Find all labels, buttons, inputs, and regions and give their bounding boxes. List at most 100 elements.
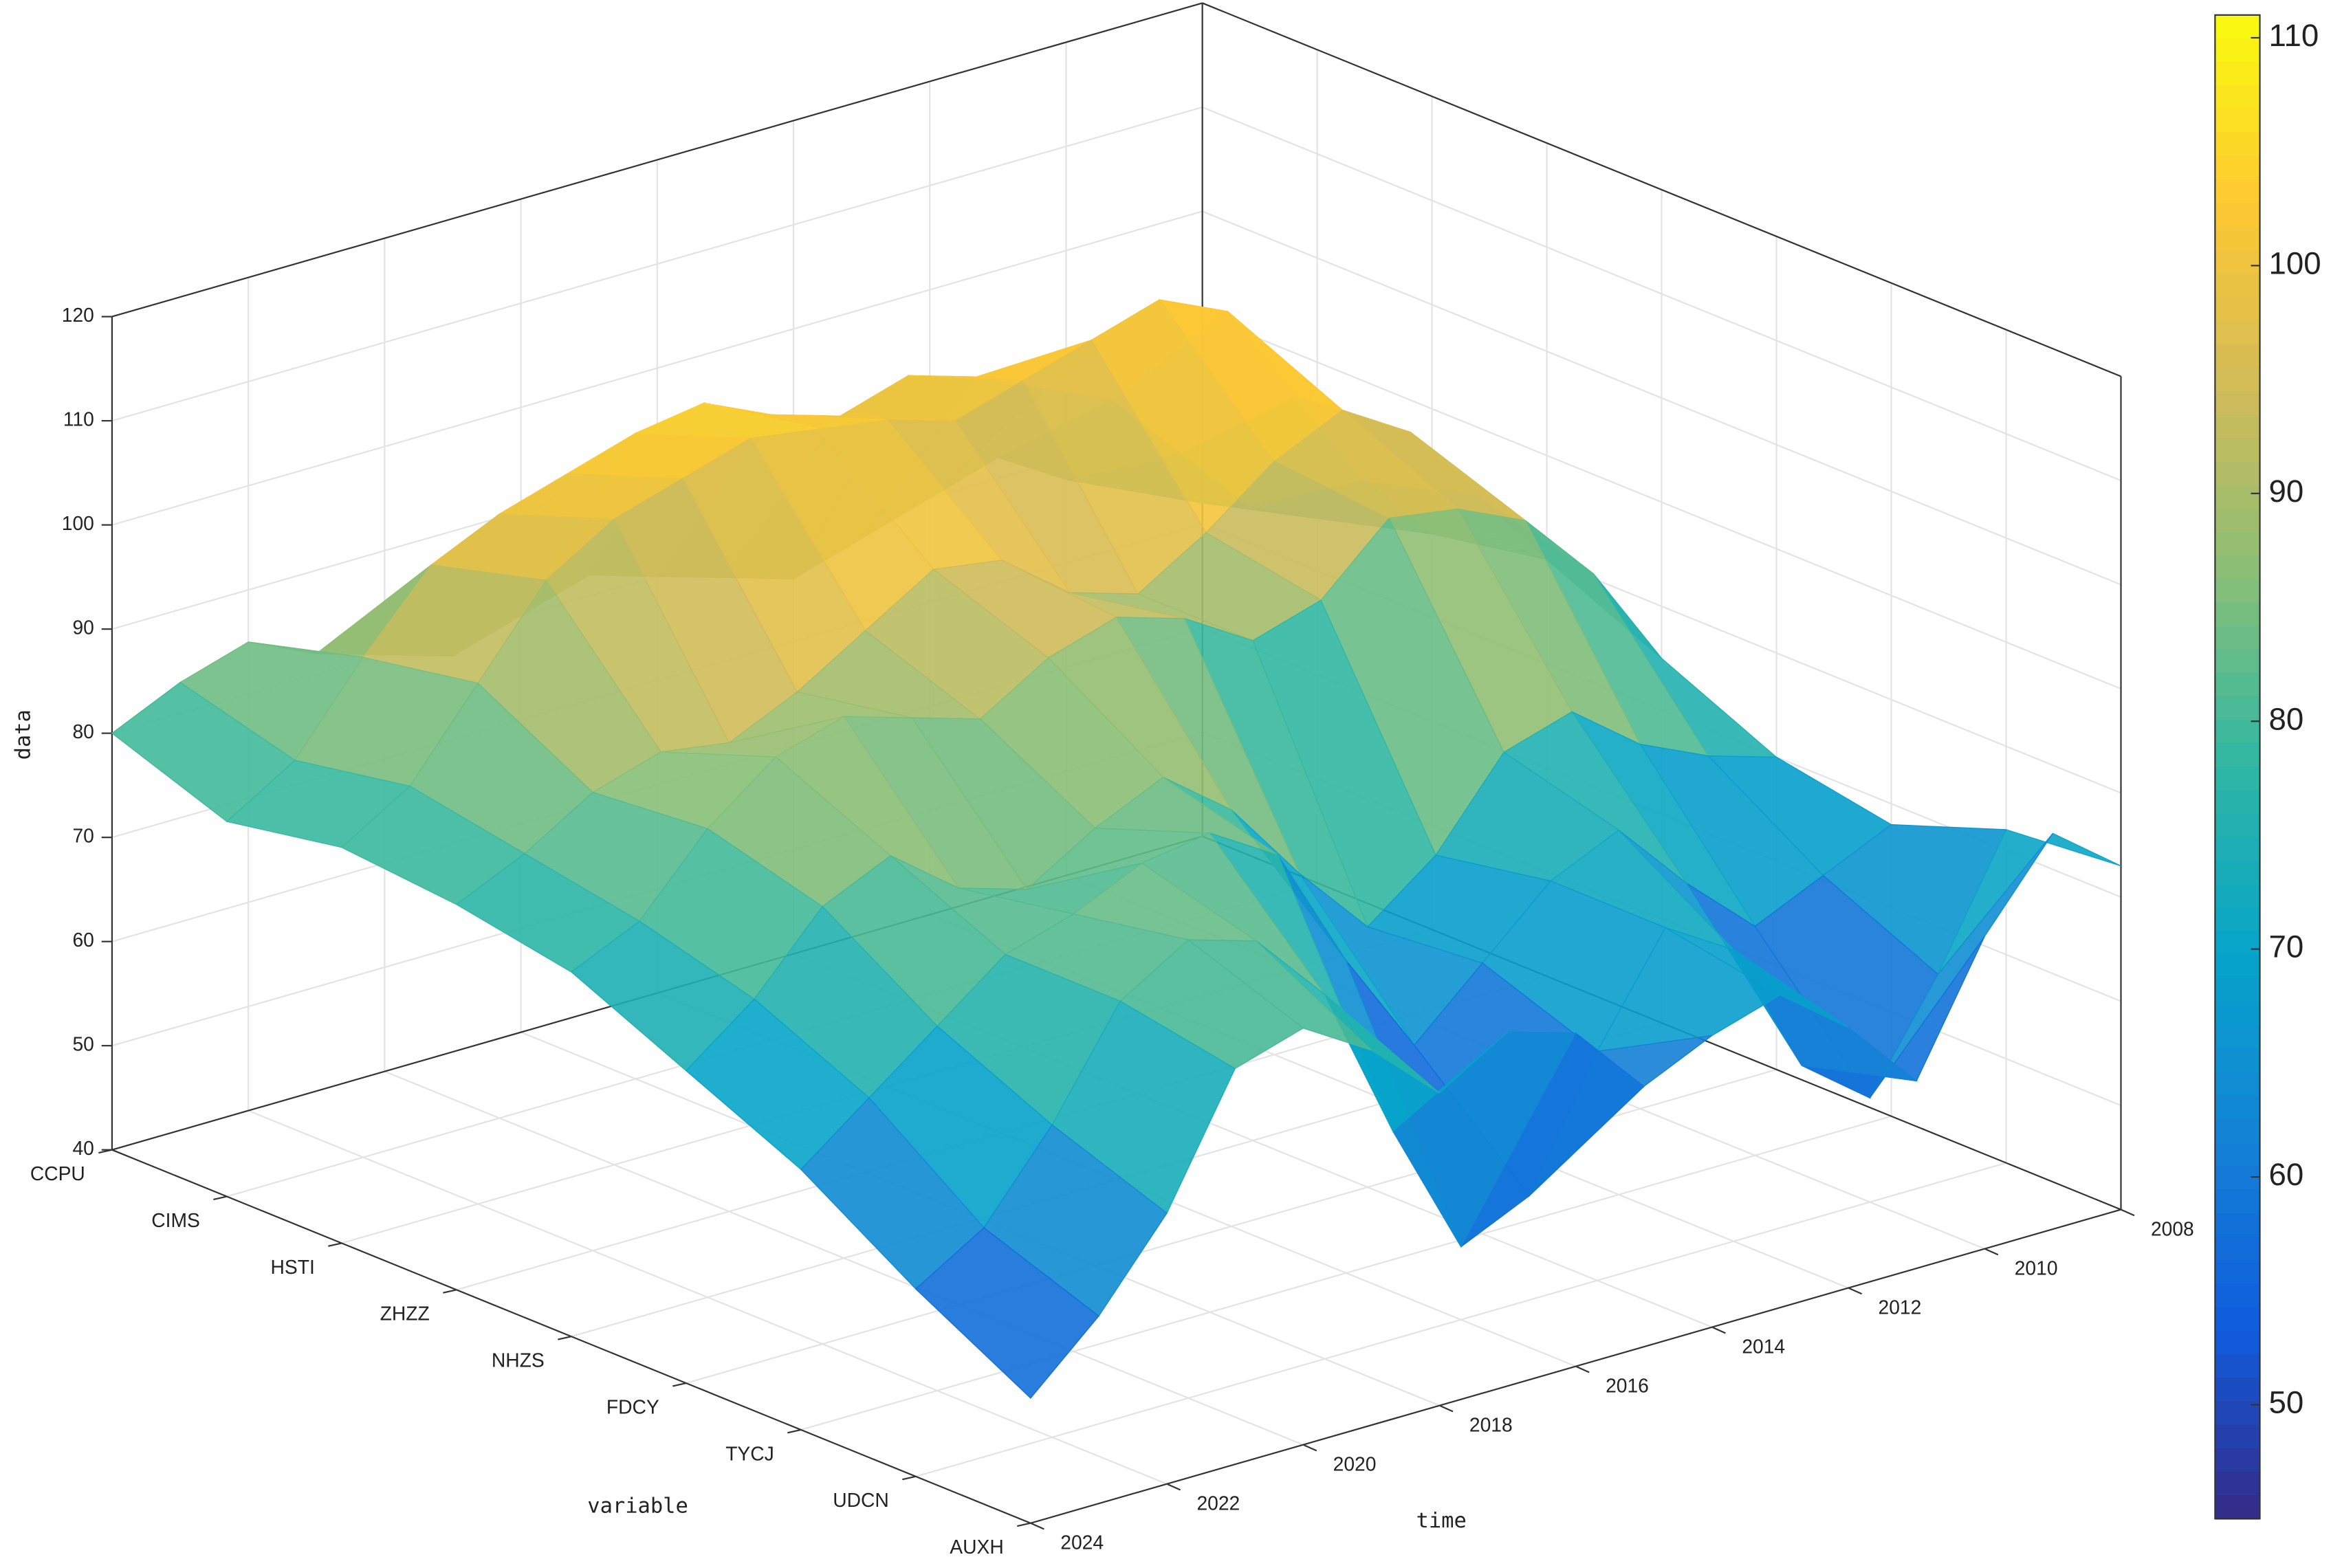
colorbar-segment	[2215, 109, 2260, 134]
colorbar-segment	[2215, 461, 2260, 486]
colorbar-segment	[2215, 414, 2260, 439]
z-tick-label: 110	[63, 408, 94, 430]
colorbar-segment	[2215, 485, 2260, 509]
y-tick-label: CCPU	[30, 1162, 85, 1184]
colorbar-segment	[2215, 1260, 2260, 1285]
x-tick-label: 2024	[1060, 1532, 1104, 1554]
colorbar-segment	[2215, 626, 2260, 650]
colorbar-segment	[2215, 296, 2260, 322]
z-tick-label: 60	[72, 929, 94, 951]
colorbar-segment	[2215, 861, 2260, 885]
x-tick-label: 2010	[2015, 1257, 2058, 1279]
colorbar-segment	[2215, 696, 2260, 721]
colorbar-segment	[2215, 531, 2260, 557]
x-tick-label: 2020	[1333, 1453, 1377, 1475]
x-tick-label: 2018	[1469, 1414, 1513, 1436]
colorbar-segment	[2215, 1448, 2260, 1473]
colorbar-segment	[2215, 720, 2260, 744]
z-tick-label: 100	[62, 512, 94, 534]
y-tick-label: NHZS	[492, 1349, 545, 1371]
surface	[111, 299, 2121, 1399]
grid-line	[915, 1162, 2006, 1477]
colorbar-segment	[2215, 1330, 2260, 1356]
z-tick-label: 40	[72, 1137, 94, 1159]
colorbar-segment	[2215, 14, 2260, 40]
z-tick-label: 70	[72, 825, 94, 847]
colorbar-tick-label: 50	[2269, 1385, 2304, 1420]
colorbar-segment	[2215, 931, 2260, 956]
y-tick	[558, 1336, 572, 1340]
colorbar-segment	[2215, 1025, 2260, 1050]
x-tick-label: 2012	[1879, 1296, 1922, 1318]
x-tick	[1848, 1287, 1863, 1295]
colorbar-segment	[2215, 250, 2260, 275]
y-tick-label: FDCY	[606, 1395, 659, 1417]
colorbar: 50 60 70 80 90 100 110	[2214, 14, 2321, 1520]
colorbar-segment	[2215, 813, 2260, 839]
y-tick	[213, 1195, 228, 1200]
colorbar-tick-label: 110	[2269, 18, 2319, 53]
colorbar-tick-label: 100	[2269, 245, 2321, 280]
x-tick-label: 2016	[1606, 1375, 1649, 1397]
colorbar-segment	[2215, 1237, 2260, 1261]
colorbar-segment	[2215, 579, 2260, 604]
axis-edge	[111, 1149, 1031, 1524]
colorbar-segment	[2215, 1189, 2260, 1215]
x-tick	[1711, 1326, 1726, 1334]
colorbar-segment	[2215, 649, 2260, 674]
colorbar-segment	[2215, 508, 2260, 533]
x-tick	[1166, 1483, 1181, 1491]
colorbar-segment	[2215, 837, 2260, 862]
y-tick	[902, 1475, 917, 1481]
colorbar-segment	[2215, 1283, 2260, 1308]
y-tick-label: UDCN	[833, 1489, 889, 1511]
colorbar-segment	[2215, 273, 2260, 298]
colorbar-segment	[2215, 1471, 2260, 1497]
y-tick	[443, 1289, 457, 1294]
colorbar-segment	[2215, 155, 2260, 181]
colorbar-segment	[2215, 1307, 2260, 1332]
colorbar-tick-label: 70	[2269, 929, 2304, 964]
grid-line	[800, 1115, 1892, 1431]
colorbar-segment	[2215, 1072, 2260, 1097]
axis-edge	[1202, 2, 2121, 377]
colorbar-segment	[2215, 743, 2260, 768]
colorbar-tick-label: 80	[2269, 701, 2304, 736]
colorbar-segment	[2215, 1354, 2260, 1379]
colorbar-segment	[2215, 367, 2260, 392]
z-tick-label: 80	[72, 720, 94, 742]
colorbar-segment	[2215, 390, 2260, 416]
y-tick-label: HSTI	[271, 1256, 315, 1278]
z-tick-label: 50	[72, 1033, 94, 1055]
z-tick-label: 90	[72, 617, 94, 639]
colorbar-segment	[2215, 1378, 2260, 1402]
x-axis-title: time	[1416, 1509, 1467, 1533]
x-tick	[1302, 1444, 1317, 1452]
colorbar-segment	[2215, 132, 2260, 157]
x-tick-label: 2022	[1196, 1492, 1240, 1514]
colorbar-segment	[2215, 179, 2260, 204]
colorbar-segment	[2215, 555, 2260, 580]
x-tick	[1575, 1365, 1590, 1373]
colorbar-segment	[2215, 438, 2260, 463]
colorbar-segment	[2215, 1119, 2260, 1144]
x-tick-label: 2008	[2151, 1217, 2194, 1239]
y-tick	[672, 1382, 687, 1387]
colorbar-segment	[2215, 226, 2260, 251]
colorbar-segment	[2215, 320, 2260, 345]
colorbar-segment	[2215, 1002, 2260, 1026]
y-tick	[328, 1242, 342, 1247]
colorbar-segment	[2215, 1424, 2260, 1449]
colorbar-segment	[2215, 203, 2260, 228]
x-tick-label: 2014	[1742, 1335, 1785, 1357]
x-tick	[1984, 1248, 1999, 1256]
colorbar-segment	[2215, 978, 2260, 1003]
colorbar-segment	[2215, 62, 2260, 87]
colorbar-segment	[2215, 1048, 2260, 1074]
colorbar-segment	[2215, 884, 2260, 909]
x-tick	[2121, 1208, 2135, 1217]
colorbar-segment	[2215, 602, 2260, 627]
colorbar-segment	[2215, 1096, 2260, 1120]
y-tick	[787, 1428, 802, 1434]
